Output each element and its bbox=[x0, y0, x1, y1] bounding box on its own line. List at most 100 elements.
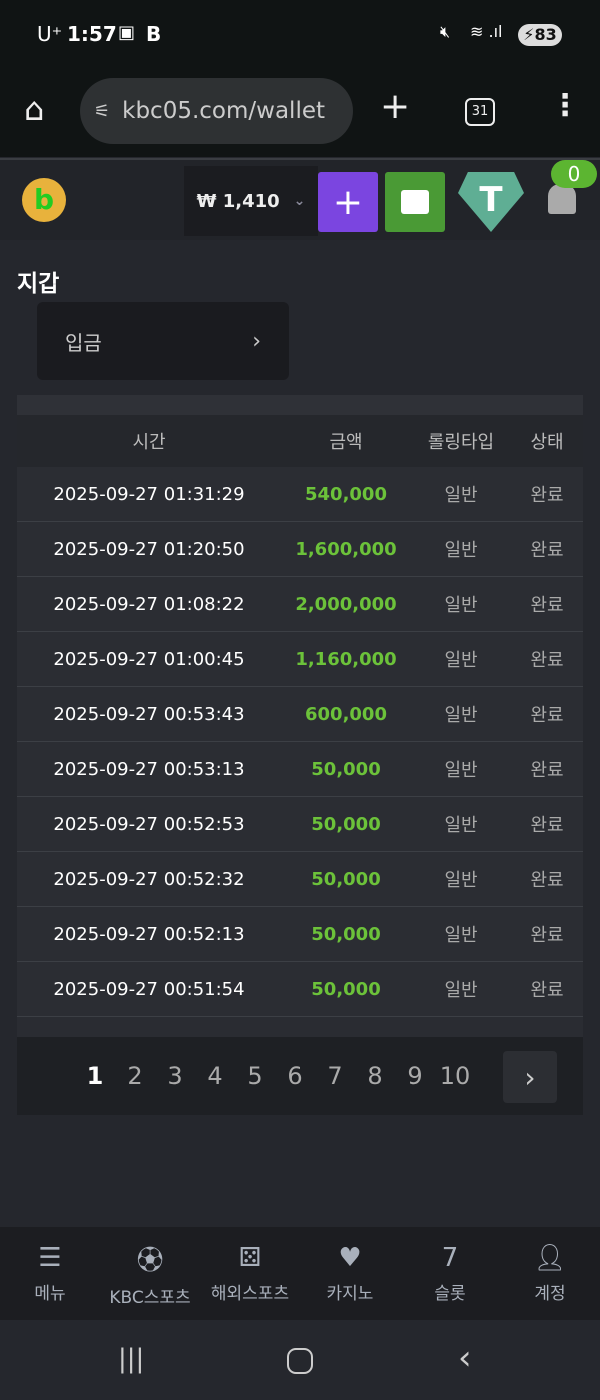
tether-button[interactable]: T bbox=[458, 172, 524, 232]
site-logo[interactable]: b bbox=[22, 178, 66, 222]
balance-amount: ₩ 1,410 bbox=[196, 190, 280, 212]
table-row: 2025-09-27 01:00:45 1,160,000 일반 완료 bbox=[17, 632, 583, 687]
battery-indicator: ⚡83 bbox=[518, 24, 562, 46]
cell-status: 완료 bbox=[530, 485, 564, 506]
table-row: 2025-09-27 00:52:53 50,000 일반 완료 bbox=[17, 797, 583, 852]
cell-time: 2025-09-27 00:52:53 bbox=[53, 813, 245, 835]
more-menu-icon[interactable]: ⋮ bbox=[550, 88, 580, 123]
bottom-nav: ☰ 메뉴 ⚽︎ KBC스포츠 ⚄ 해외스포츠 ♥ 카지노 7 슬롯 👤︎ 계정 bbox=[0, 1227, 600, 1320]
cell-rolling-type: 일반 bbox=[444, 760, 478, 781]
nav-item[interactable]: ⚽︎ KBC스포츠 bbox=[100, 1227, 200, 1320]
table-header: 시간 금액 롤링타입 상태 bbox=[17, 415, 583, 467]
bell-icon[interactable] bbox=[548, 184, 576, 214]
table-row: 2025-09-27 00:52:13 50,000 일반 완료 bbox=[17, 907, 583, 962]
notification-badge: 0 bbox=[551, 160, 597, 188]
deposit-button[interactable]: 입금 › bbox=[37, 302, 289, 380]
screenshot-icon: ▣ bbox=[118, 22, 136, 43]
table-row: 2025-09-27 01:08:22 2,000,000 일반 완료 bbox=[17, 577, 583, 632]
cell-status: 완료 bbox=[530, 705, 564, 726]
table-row: 2025-09-27 00:51:54 50,000 일반 완료 bbox=[17, 962, 583, 1017]
deposit-history-table: 시간 금액 롤링타입 상태 2025-09-27 01:31:29 540,000… bbox=[17, 395, 583, 1115]
nav-item[interactable]: ⚄ 해외스포츠 bbox=[200, 1227, 300, 1320]
page-link[interactable]: 2 bbox=[127, 1062, 143, 1090]
table-row: 2025-09-27 00:52:32 50,000 일반 완료 bbox=[17, 852, 583, 907]
mute-icon: 🔇︎ bbox=[440, 22, 451, 41]
safe-icon bbox=[401, 190, 429, 214]
cell-rolling-type: 일반 bbox=[444, 980, 478, 1001]
recent-apps-icon[interactable]: ||| bbox=[118, 1344, 145, 1374]
url-text: kbc05.com/wallet bbox=[122, 98, 326, 124]
cards-icon: ♥ bbox=[338, 1243, 362, 1273]
cell-status: 완료 bbox=[530, 925, 564, 946]
browser-toolbar: ⌂ ⚟ kbc05.com/wallet + 31 ⋮ bbox=[0, 60, 600, 157]
address-bar[interactable]: ⚟ kbc05.com/wallet bbox=[80, 78, 353, 144]
nav-label: 계정 bbox=[534, 1284, 566, 1304]
page-link[interactable]: 7 bbox=[327, 1062, 343, 1090]
wifi-signal-icon: ≋ .ıl bbox=[470, 22, 503, 41]
cell-rolling-type: 일반 bbox=[444, 595, 478, 616]
cell-amount: 600,000 bbox=[305, 703, 387, 725]
col-status: 상태 bbox=[530, 432, 564, 453]
carrier: U⁺ bbox=[37, 22, 63, 46]
cell-time: 2025-09-27 01:31:29 bbox=[53, 483, 245, 505]
battery-level: 83 bbox=[534, 25, 557, 44]
page-link[interactable]: 8 bbox=[367, 1062, 383, 1090]
cell-amount: 50,000 bbox=[311, 758, 381, 780]
cell-amount: 50,000 bbox=[311, 978, 381, 1000]
back-icon[interactable]: ‹ bbox=[458, 1338, 472, 1378]
nav-item[interactable]: 7 슬롯 bbox=[400, 1227, 500, 1320]
add-funds-button[interactable]: + bbox=[318, 172, 378, 232]
chevron-right-icon: › bbox=[524, 1060, 536, 1094]
cell-time: 2025-09-27 01:08:22 bbox=[53, 593, 245, 615]
new-tab-icon[interactable]: + bbox=[380, 86, 411, 127]
nav-item[interactable]: 👤︎ 계정 bbox=[500, 1227, 600, 1320]
cell-amount: 50,000 bbox=[311, 813, 381, 835]
page-link[interactable]: 3 bbox=[167, 1062, 183, 1090]
page-link[interactable]: 4 bbox=[207, 1062, 223, 1090]
cell-time: 2025-09-27 00:53:43 bbox=[53, 703, 245, 725]
site-settings-icon[interactable]: ⚟ bbox=[94, 100, 111, 122]
table-row: 2025-09-27 00:53:43 600,000 일반 완료 bbox=[17, 687, 583, 742]
clock: 1:57 bbox=[67, 22, 117, 46]
cell-status: 완료 bbox=[530, 595, 564, 616]
cell-rolling-type: 일반 bbox=[444, 650, 478, 671]
nav-label: KBC스포츠 bbox=[109, 1287, 191, 1308]
tab-switcher-button[interactable]: 31 bbox=[465, 98, 495, 126]
page-link[interactable]: 1 bbox=[86, 1062, 104, 1090]
status-bar: U⁺ 1:57 ▣ B 🔇︎ ≋ .ıl ⚡83 bbox=[0, 0, 600, 60]
table-row: 2025-09-27 01:31:29 540,000 일반 완료 bbox=[17, 467, 583, 522]
page-link[interactable]: 5 bbox=[247, 1062, 263, 1090]
cell-rolling-type: 일반 bbox=[444, 540, 478, 561]
system-nav: ||| ‹ bbox=[0, 1320, 600, 1400]
cell-rolling-type: 일반 bbox=[444, 815, 478, 836]
cell-amount: 50,000 bbox=[311, 868, 381, 890]
account-icon: 👤︎ bbox=[533, 1243, 567, 1273]
app-b-icon: B bbox=[146, 22, 162, 46]
nav-item[interactable]: ☰ 메뉴 bbox=[0, 1227, 100, 1320]
cell-amount: 2,000,000 bbox=[295, 593, 397, 615]
nav-item[interactable]: ♥ 카지노 bbox=[300, 1227, 400, 1320]
site-header: b ₩ 1,410 ⌄ + T 0 bbox=[0, 158, 600, 240]
cell-time: 2025-09-27 01:00:45 bbox=[53, 648, 245, 670]
cell-status: 완료 bbox=[530, 980, 564, 1001]
page-link[interactable]: 10 bbox=[439, 1062, 471, 1090]
pagination: 1 2 3 4 5 6 7 8 9 10 › bbox=[17, 1037, 583, 1115]
page-link[interactable]: 9 bbox=[407, 1062, 423, 1090]
page-link[interactable]: 6 bbox=[287, 1062, 303, 1090]
dice-icon: ⚄ bbox=[238, 1243, 262, 1273]
menu-search-icon: ☰ bbox=[38, 1243, 62, 1273]
cell-rolling-type: 일반 bbox=[444, 485, 478, 506]
soccer-ball-icon: ⚽︎ bbox=[136, 1245, 163, 1276]
cell-status: 완료 bbox=[530, 815, 564, 836]
safe-button[interactable] bbox=[385, 172, 445, 232]
home-nav-icon[interactable] bbox=[287, 1348, 313, 1374]
cell-rolling-type: 일반 bbox=[444, 705, 478, 726]
cell-time: 2025-09-27 00:52:32 bbox=[53, 868, 245, 890]
cell-amount: 50,000 bbox=[311, 923, 381, 945]
next-page-button[interactable]: › bbox=[503, 1051, 557, 1103]
nav-label: 해외스포츠 bbox=[210, 1284, 290, 1304]
col-time: 시간 bbox=[132, 432, 166, 453]
home-icon[interactable]: ⌂ bbox=[24, 90, 45, 128]
col-rolling-type: 롤링타입 bbox=[427, 432, 495, 453]
balance-dropdown[interactable]: ₩ 1,410 ⌄ bbox=[184, 166, 318, 236]
